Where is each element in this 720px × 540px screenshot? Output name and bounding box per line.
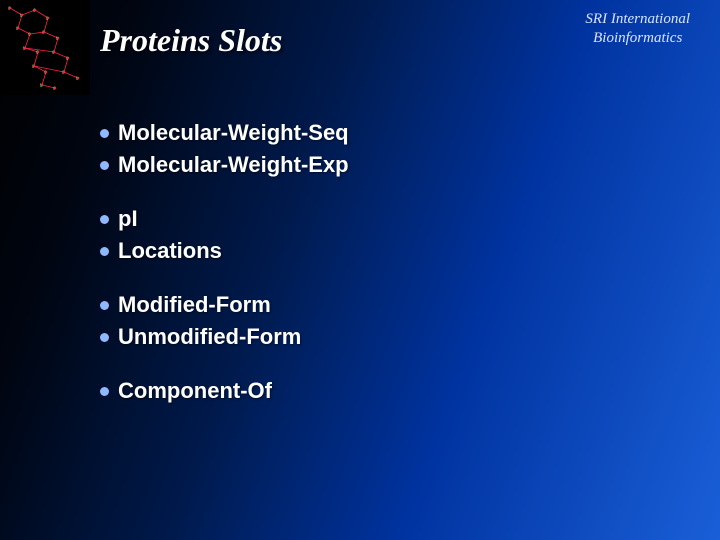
org-line2: Bioinformatics [585,29,690,48]
bullet-group: pI Locations [100,206,680,264]
bullet-label: Component-Of [118,378,272,404]
bullet-icon [100,161,109,170]
bullet-icon [100,129,109,138]
bullet-label: Locations [118,238,222,264]
bullet-label: Modified-Form [118,292,271,318]
bullet-icon [100,247,109,256]
bullet-label: Molecular-Weight-Seq [118,120,349,146]
bullet-icon [100,387,109,396]
bullet-item: pI [100,206,680,232]
bullet-icon [100,301,109,310]
org-line1: SRI International [585,10,690,29]
bullet-item: Molecular-Weight-Seq [100,120,680,146]
bullet-label: Molecular-Weight-Exp [118,152,349,178]
bullet-label: Unmodified-Form [118,324,301,350]
bullet-group: Component-Of [100,378,680,404]
bullet-label: pI [118,206,138,232]
bullet-item: Locations [100,238,680,264]
bullet-group: Modified-Form Unmodified-Form [100,292,680,350]
org-header: SRI International Bioinformatics [585,10,690,48]
bullet-icon [100,333,109,342]
bullet-group: Molecular-Weight-Seq Molecular-Weight-Ex… [100,120,680,178]
bullet-item: Modified-Form [100,292,680,318]
bullet-content: Molecular-Weight-Seq Molecular-Weight-Ex… [100,120,680,432]
bullet-item: Component-Of [100,378,680,404]
page-title: Proteins Slots [100,22,282,59]
bullet-icon [100,215,109,224]
bullet-item: Molecular-Weight-Exp [100,152,680,178]
bullet-item: Unmodified-Form [100,324,680,350]
logo-molecule: CNO CNC OCN COC NCO CNC [0,0,90,95]
